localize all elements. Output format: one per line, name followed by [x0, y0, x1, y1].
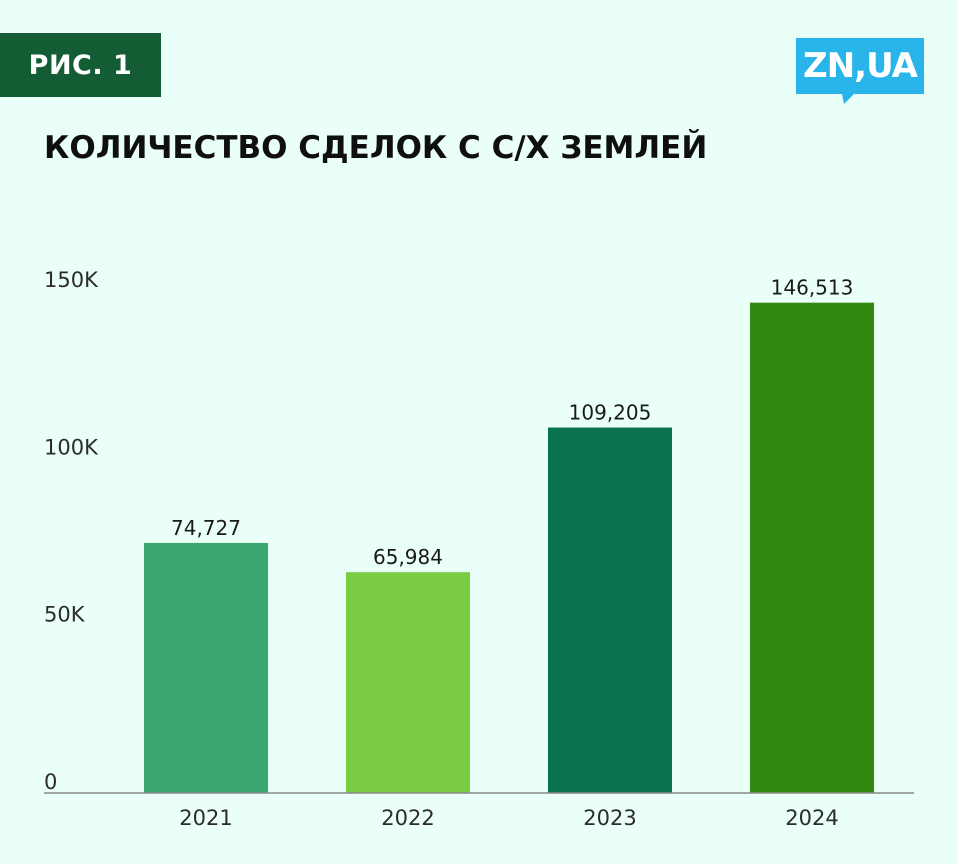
y-tick-label: 150K	[44, 268, 99, 292]
x-tick-label: 2024	[785, 806, 838, 830]
bar	[750, 302, 874, 793]
bar	[144, 542, 268, 793]
logo-speech-bubble-icon	[796, 38, 924, 104]
x-tick-label: 2021	[179, 806, 232, 830]
bar	[346, 572, 470, 793]
zn-ua-logo: ZN,UA	[796, 38, 924, 108]
chart-title: КОЛИЧЕСТВО СДЕЛОК С С/Х ЗЕМЛЕЙ	[44, 130, 708, 166]
y-tick-label: 0	[44, 770, 57, 794]
data-label: 146,513	[771, 276, 854, 300]
figure-badge: РИС. 1	[0, 33, 161, 97]
data-label: 74,727	[171, 516, 241, 540]
data-label: 109,205	[569, 401, 652, 425]
x-tick-label: 2022	[381, 806, 434, 830]
y-tick-label: 50K	[44, 603, 86, 627]
data-label: 65,984	[373, 545, 443, 569]
bar	[548, 427, 672, 793]
y-tick-label: 100K	[44, 435, 99, 459]
x-tick-label: 2023	[583, 806, 636, 830]
logo-text: ZN,UA	[803, 46, 918, 86]
